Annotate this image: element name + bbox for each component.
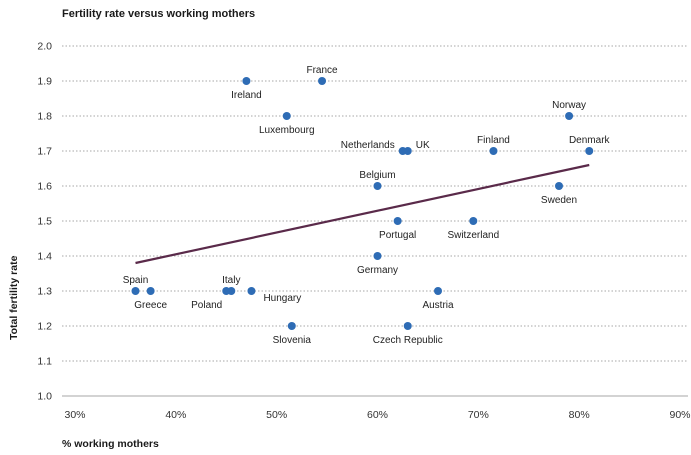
y-tick-label: 1.0 bbox=[37, 391, 52, 403]
point-label: Belgium bbox=[359, 170, 395, 181]
data-point bbox=[469, 217, 478, 225]
x-axis-label: % working mothers bbox=[62, 438, 159, 450]
data-point bbox=[434, 287, 442, 295]
point-label: Italy bbox=[222, 275, 240, 286]
data-point bbox=[287, 322, 296, 330]
point-label: Slovenia bbox=[273, 335, 312, 346]
data-point bbox=[222, 287, 231, 295]
point-label: Poland bbox=[191, 300, 222, 311]
point-label: Czech Republic bbox=[373, 335, 443, 346]
data-point bbox=[403, 322, 412, 330]
data-point bbox=[131, 287, 140, 295]
data-point bbox=[393, 217, 402, 225]
y-tick-label: 1.8 bbox=[37, 111, 52, 123]
x-tick-label: 90% bbox=[669, 409, 690, 421]
point-label: Sweden bbox=[541, 195, 577, 206]
data-point bbox=[146, 287, 155, 295]
point-label: Ireland bbox=[231, 90, 262, 101]
y-tick-label: 1.9 bbox=[37, 76, 52, 88]
y-tick-label: 1.1 bbox=[37, 356, 52, 368]
y-tick-label: 1.6 bbox=[37, 181, 52, 193]
data-point bbox=[247, 287, 256, 295]
point-label: Spain bbox=[123, 275, 149, 286]
y-tick-label: 1.7 bbox=[37, 146, 52, 158]
point-label: Denmark bbox=[569, 135, 611, 146]
data-point bbox=[585, 147, 594, 155]
x-tick-label: 60% bbox=[367, 409, 388, 421]
point-label: Germany bbox=[357, 265, 398, 276]
data-point bbox=[489, 147, 498, 155]
data-point bbox=[282, 112, 291, 120]
x-tick-label: 40% bbox=[165, 409, 186, 421]
point-label: Finland bbox=[477, 135, 510, 146]
point-label: Greece bbox=[134, 300, 167, 311]
data-point bbox=[565, 112, 574, 120]
data-point bbox=[242, 77, 251, 85]
point-label: Hungary bbox=[263, 293, 301, 304]
x-tick-label: 70% bbox=[468, 409, 489, 421]
y-tick-label: 1.2 bbox=[37, 321, 52, 333]
point-label: Netherlands bbox=[341, 140, 395, 151]
data-point bbox=[318, 77, 327, 85]
x-tick-label: 50% bbox=[266, 409, 287, 421]
point-label: France bbox=[306, 65, 338, 76]
y-tick-label: 2.0 bbox=[37, 41, 52, 53]
x-tick-label: 30% bbox=[64, 409, 85, 421]
chart-title: Fertility rate versus working mothers bbox=[62, 8, 256, 20]
x-tick-label: 80% bbox=[569, 409, 590, 421]
y-tick-label: 1.3 bbox=[37, 286, 52, 298]
data-point bbox=[373, 182, 382, 190]
point-label: Austria bbox=[422, 300, 454, 311]
y-tick-label: 1.5 bbox=[37, 216, 52, 228]
data-point bbox=[373, 252, 382, 260]
point-label: Switzerland bbox=[447, 230, 499, 241]
point-label: Luxembourg bbox=[259, 125, 315, 136]
trend-line bbox=[135, 163, 590, 265]
y-tick-label: 1.4 bbox=[37, 251, 52, 263]
point-label: UK bbox=[416, 140, 430, 151]
data-point bbox=[555, 182, 563, 190]
data-point bbox=[403, 147, 412, 155]
point-label: Portugal bbox=[379, 230, 416, 241]
point-label: Norway bbox=[552, 100, 586, 111]
